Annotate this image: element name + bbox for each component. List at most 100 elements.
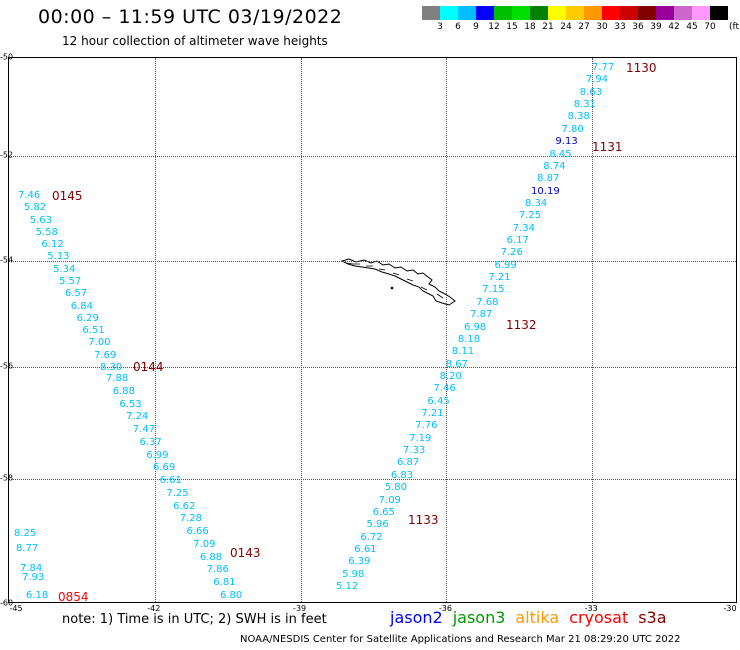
- lat-label: -54: [0, 255, 14, 265]
- wave-height-value: 7.34: [512, 222, 536, 234]
- color-swatch: [476, 6, 494, 20]
- wave-height-value: 6.87: [396, 457, 420, 469]
- south-georgia-island-outline: [340, 258, 456, 306]
- wave-height-value: 6.98: [464, 321, 487, 333]
- color-scale-tick: 33: [614, 22, 626, 32]
- wave-height-value: 6.99: [494, 259, 517, 271]
- wave-height-value: 7.94: [585, 74, 609, 86]
- lat-label: -58: [0, 473, 14, 483]
- color-scale-tick: 3: [437, 22, 443, 32]
- pass-time-label: 0854: [58, 590, 89, 604]
- wave-height-value: 7.46: [433, 383, 456, 395]
- wave-height-value: 8.18: [457, 333, 481, 345]
- wave-height-value: 6.57: [64, 288, 88, 300]
- wave-height-value: 7.28: [179, 513, 203, 525]
- color-swatch: [692, 6, 710, 20]
- color-swatch: [638, 6, 656, 20]
- lon-label: -45: [9, 604, 23, 613]
- color-swatch: [530, 6, 548, 20]
- wave-height-value: 8.34: [524, 197, 548, 209]
- wave-height-value: 7.00: [88, 337, 111, 349]
- lon-label: -42: [147, 604, 161, 613]
- wave-height-value: 5.12: [336, 581, 359, 592]
- wave-height-value: 6.61: [354, 543, 377, 555]
- map-frame: [8, 57, 737, 603]
- wave-height-value: 7.19: [409, 432, 432, 444]
- wave-height-value: 8.38: [567, 111, 590, 123]
- wave-height-value: 6.66: [186, 526, 209, 538]
- color-swatch: [458, 6, 476, 20]
- wave-height-value: 6.72: [360, 531, 383, 543]
- color-scale-tick: 9: [473, 22, 479, 32]
- pass-time-label: 1132: [506, 318, 537, 332]
- color-scale-tick: 24: [560, 22, 572, 32]
- color-swatch: [512, 6, 530, 20]
- wave-height-value: 8.25: [14, 528, 37, 539]
- wave-height-value: 6.51: [82, 325, 105, 337]
- wave-height-value: 8.20: [439, 370, 462, 382]
- wave-height-value: 6.18: [26, 590, 49, 601]
- wave-height-value: 6.83: [390, 469, 414, 481]
- satellite-name: jason2: [390, 608, 443, 627]
- wave-height-value: 8.63: [579, 86, 603, 98]
- satellite-legend: jason2 jason3 altika cryosat s3a: [390, 608, 677, 627]
- color-scale-tick: 6: [455, 22, 461, 32]
- wave-height-value: 6.53: [119, 398, 142, 410]
- wave-height-value: 8.31: [573, 99, 596, 111]
- pass-time-label: 1131: [592, 140, 623, 154]
- wave-height-value: 7.76: [415, 420, 438, 432]
- color-scale-tick: 12: [488, 22, 500, 32]
- wave-height-value: 7.86: [206, 564, 229, 576]
- color-scale-tick: 70: [704, 22, 716, 32]
- wave-height-value: 6.99: [146, 449, 169, 461]
- wave-height-value: 6.80: [220, 590, 243, 601]
- wave-height-value: 8.30: [100, 362, 123, 373]
- color-scale-tick: 21: [542, 22, 554, 32]
- wave-height-value: 6.88: [112, 385, 135, 397]
- lat-label: -60: [0, 598, 14, 608]
- wave-height-value: 6.45: [427, 395, 450, 407]
- lon-label: -33: [584, 604, 598, 613]
- wave-height-value: 7.47: [132, 424, 156, 436]
- lon-gridline: [154, 58, 156, 602]
- pass-time-label: 1130: [626, 61, 657, 75]
- wave-height-value: 5.80: [384, 482, 408, 494]
- lat-gridline: [9, 479, 736, 480]
- lon-gridline: [592, 58, 594, 602]
- lon-label: -39: [293, 604, 307, 613]
- small-island: [390, 286, 394, 290]
- wave-height-value: 7.24: [126, 411, 149, 423]
- color-scale-tick: 15: [506, 22, 518, 32]
- wave-height-value: 6.65: [372, 506, 395, 518]
- page-subtitle: 12 hour collection of altimeter wave hei…: [62, 34, 328, 48]
- pass-time-label: 0144: [133, 360, 164, 374]
- wave-height-value: 7.33: [403, 445, 426, 457]
- wave-height-value: 7.77: [592, 62, 615, 73]
- color-scale-bar: [422, 6, 728, 20]
- wave-height-value: 7.93: [22, 572, 45, 583]
- wave-height-value: 8.87: [537, 173, 560, 185]
- wave-height-value: 7.87: [470, 309, 493, 321]
- wave-height-value: 5.96: [366, 519, 389, 531]
- pass-time-label: 1133: [408, 513, 439, 527]
- wave-height-value: 7.25: [518, 210, 542, 222]
- lon-label: -36: [438, 604, 452, 613]
- wave-height-value: 7.46: [18, 190, 41, 201]
- lat-gridline: [9, 261, 736, 262]
- wave-height-value: 5.34: [53, 263, 76, 275]
- page-title: 00:00 – 11:59 UTC 03/19/2022: [38, 6, 343, 28]
- color-scale-tick: 18: [524, 22, 536, 32]
- satellite-name: altika: [515, 608, 560, 627]
- wave-height-value: 7.88: [106, 373, 129, 384]
- wave-height-value: 6.84: [70, 300, 93, 312]
- lat-label: -56: [0, 361, 14, 371]
- wave-height-value: 6.62: [173, 500, 196, 512]
- wave-height-value: 7.15: [482, 284, 505, 296]
- lon-gridline: [300, 58, 302, 602]
- wave-height-value: 7.69: [94, 349, 117, 361]
- lat-label: -50: [0, 52, 14, 62]
- wave-height-value: 8.67: [445, 358, 468, 370]
- wave-height-value: 6.69: [152, 462, 176, 474]
- color-scale-tick: 30: [596, 22, 608, 32]
- wave-height-value: 8.11: [451, 346, 475, 358]
